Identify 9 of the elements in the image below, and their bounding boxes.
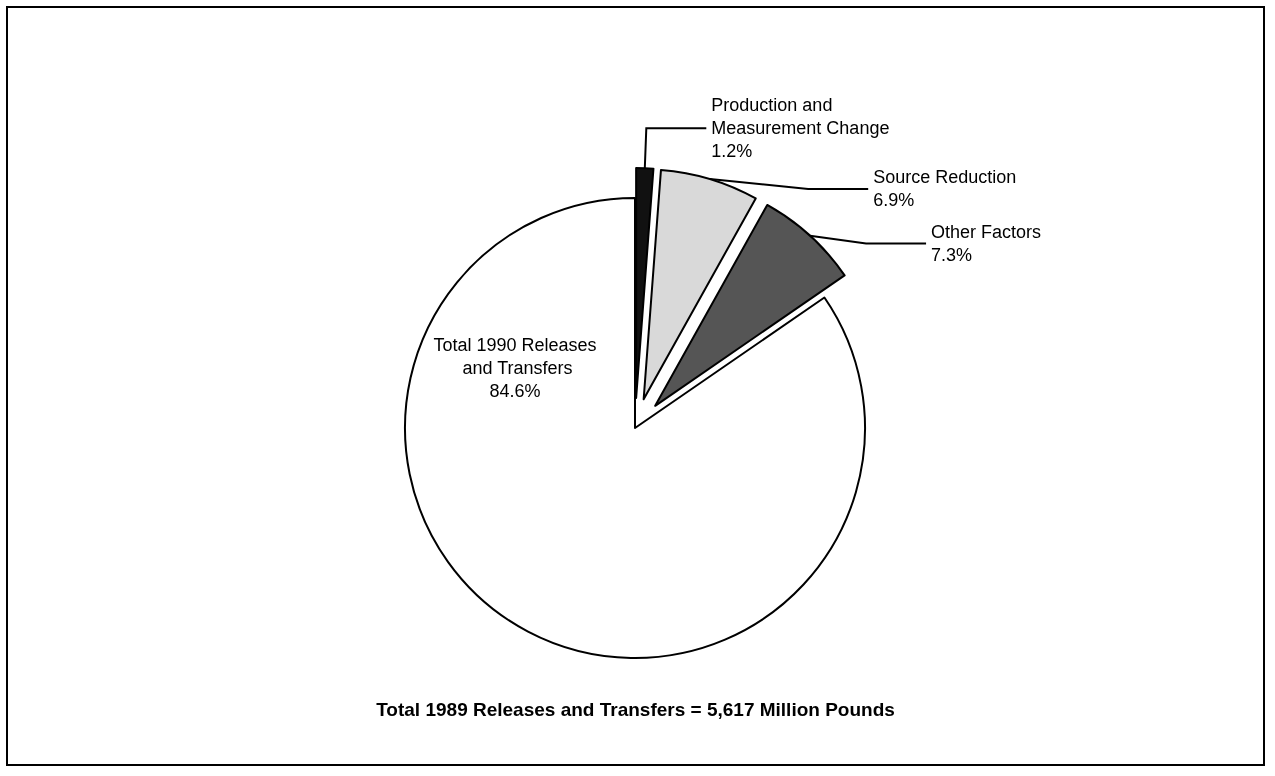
slice-label: Total 1990 Releases and Transfers (433, 335, 597, 378)
data-label: 7.3% (931, 245, 973, 265)
data-label: 84.6% (489, 381, 541, 401)
slice-label: Source Reduction (873, 167, 1017, 188)
data-label: 6.9% (873, 190, 915, 211)
text: Total 1989 Releases and Transfers = 5,617 Million Pounds (376, 699, 895, 720)
slice-label: Production and Measurement Change (711, 95, 890, 139)
slice-label: Other Factors (931, 222, 1042, 242)
data-label: 1.2% (711, 141, 753, 162)
